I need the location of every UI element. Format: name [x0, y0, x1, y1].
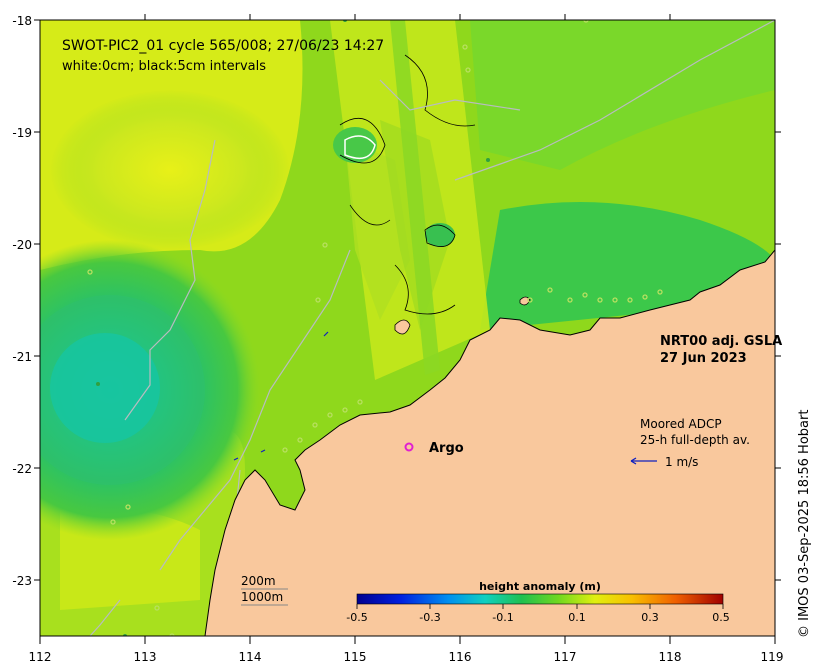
credit-text: © IMOS 03-Sep-2025 18:56 Hobart: [797, 410, 812, 638]
colorbar-tick: -0.1: [492, 611, 513, 624]
y-tick-label: -20: [12, 238, 32, 252]
contour-legend: white:0cm; black:5cm intervals: [62, 59, 266, 74]
x-tick-label: 119: [761, 650, 784, 664]
adcp-vectors: [233, 331, 329, 461]
high-anomaly-core: [50, 90, 290, 250]
land-australia: [205, 250, 775, 636]
colorbar-tick: -0.5: [346, 611, 367, 624]
arrow-head-icon: [630, 457, 637, 465]
plot-frame: [39, 19, 776, 637]
y-tick-label: -18: [12, 14, 32, 28]
argo-label: Argo: [429, 441, 464, 456]
y-tick-label: -19: [12, 126, 32, 140]
y-tick-label: -23: [12, 574, 32, 588]
axis-ticks: [34, 14, 781, 644]
map-title: SWOT-PIC2_01 cycle 565/008; 27/06/23 14:…: [62, 38, 384, 54]
isobath-200-label: 200m: [241, 574, 276, 588]
colorbar: [356, 593, 724, 605]
swath-nadir-gap: [390, 20, 440, 375]
x-tick-label: 113: [134, 650, 157, 664]
swath-low-feature: [333, 127, 377, 163]
mooring-sites: [87, 20, 663, 636]
y-tick-label: -21: [12, 350, 32, 364]
isobath-1000-label: 1000m: [241, 590, 283, 604]
vector-scale-label: 1 m/s: [665, 455, 698, 469]
argo-marker-icon: [404, 442, 414, 452]
colorbar-tick: 0.1: [568, 611, 586, 624]
x-tick-label: 117: [554, 650, 577, 664]
green-field-ne: [470, 20, 775, 170]
x-tick-label: 114: [239, 650, 262, 664]
x-tick-label: 116: [449, 650, 472, 664]
product-date: 27 Jun 2023: [660, 351, 747, 366]
adcp-legend-title: Moored ADCP: [640, 417, 722, 431]
y-tick-label: -22: [12, 462, 32, 476]
adcp-legend-subtitle: 25-h full-depth av.: [640, 433, 750, 447]
x-tick-label: 112: [29, 650, 52, 664]
coastline: [204, 249, 775, 636]
colorbar-tick: 0.5: [712, 611, 730, 624]
x-tick-label: 118: [659, 650, 682, 664]
colorbar-tick: -0.3: [419, 611, 440, 624]
colorbar-tick: 0.3: [641, 611, 659, 624]
x-tick-label: 115: [344, 650, 367, 664]
colorbar-title: height anomaly (m): [479, 580, 601, 593]
swot-swath: [330, 20, 490, 380]
product-name: NRT00 adj. GSLA: [660, 334, 782, 349]
